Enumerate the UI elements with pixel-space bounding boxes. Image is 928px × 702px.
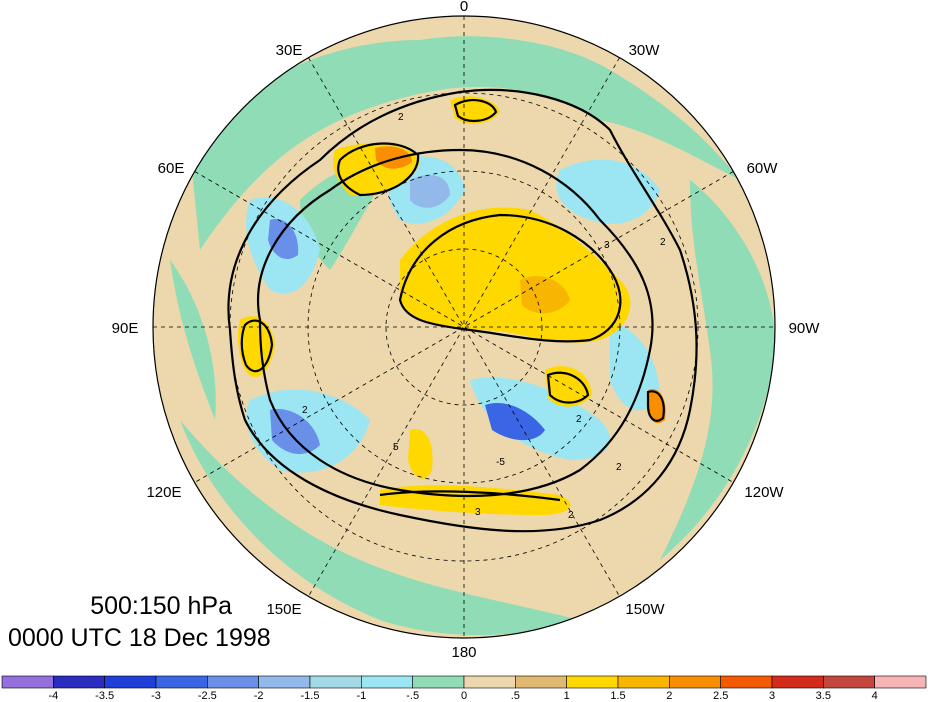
colorbar-swatch <box>566 675 619 689</box>
contour-label-group: 2 2 2 2 3 3 2 2 5 -5 <box>302 112 666 521</box>
colorbar-tick-label: -3.5 <box>95 690 114 702</box>
field-green-west <box>170 260 216 420</box>
longitude-labels: 0 30W 60W 90W 120W 150W 180 150E 120E 90… <box>112 0 821 661</box>
lon-label-150e: 150E <box>266 601 301 618</box>
graticule <box>153 16 775 638</box>
colorbar-swatch <box>823 675 875 689</box>
field-green-north <box>190 36 740 250</box>
field-blue-siberia <box>268 219 299 260</box>
colorbar-swatch <box>617 675 670 689</box>
colorbar-tick-label: -2 <box>254 690 264 702</box>
colorbar-swatch <box>309 675 362 689</box>
contour-line <box>546 371 590 404</box>
colorbar-swatch <box>1 675 54 689</box>
contour-line <box>398 213 622 343</box>
contour-label: 2 <box>568 510 574 521</box>
colorbar-swatch <box>412 675 465 689</box>
colorbar-swatch <box>361 675 413 689</box>
colorbar-swatch <box>771 675 824 689</box>
colorbar-tick-label: 3.5 <box>816 690 831 702</box>
colorbar-tick-label: .5 <box>511 690 520 702</box>
field-yellow-eastasia <box>237 316 275 377</box>
contour-line <box>337 142 420 197</box>
lon-label-120w: 120W <box>744 484 784 501</box>
contour-label: 2 <box>616 462 622 473</box>
contour-line <box>257 148 654 498</box>
colorbar-tick-label: -1.5 <box>301 690 320 702</box>
contour-label: 2 <box>302 405 308 416</box>
colorbar: -4 -3.5 -3 -2.5 -2 -1.5 -1 -.5 0 .5 1 1.5 2 2.5 3 3.5 4 <box>1 675 927 702</box>
contour-line <box>453 98 498 122</box>
colorbar-tick-label: 2.5 <box>713 690 728 702</box>
lon-label-180: 180 <box>451 644 476 661</box>
contour-label: 5 <box>393 442 399 453</box>
contour-label: 2 <box>398 112 404 123</box>
time-label: 0000 UTC 18 Dec 1998 <box>8 624 271 652</box>
colorbar-tick-label: -4 <box>48 690 58 702</box>
colorbar-swatch <box>207 675 259 689</box>
colorbar-swatch <box>155 675 208 689</box>
colorbar-tick-label: -.5 <box>406 690 419 702</box>
field-green-east <box>660 180 775 560</box>
lon-label-90w: 90W <box>789 320 821 337</box>
colorbar-swatch <box>53 675 105 689</box>
colorbar-tick-label: 0 <box>461 690 467 702</box>
contour-label: 2 <box>660 237 666 248</box>
colorbar-tick-label: 3 <box>769 690 775 702</box>
field-cyan-canada <box>610 320 660 411</box>
contour-line <box>240 319 274 373</box>
lon-label-30w: 30W <box>629 42 661 59</box>
field-yellow-bering <box>408 429 433 479</box>
map-boundary <box>152 15 776 639</box>
colorbar-tick-label: -1 <box>356 690 366 702</box>
lon-label-60e: 60E <box>158 160 185 177</box>
lon-label-60w: 60W <box>747 160 779 177</box>
colorbar-swatch <box>463 675 516 689</box>
contours <box>227 88 698 533</box>
field-cyan-atlantic <box>556 159 660 224</box>
contour-line <box>379 490 561 502</box>
latitude-circle <box>385 248 543 406</box>
field-blue-pacific <box>270 409 320 455</box>
colorbar-tick-label: 1 <box>564 690 570 702</box>
contour-line <box>646 390 665 422</box>
lon-label-150w: 150W <box>625 601 665 618</box>
colorbar-swatch <box>515 675 567 689</box>
colorbar-tick-label: -3 <box>151 690 161 702</box>
colorbar-swatch <box>874 675 927 689</box>
colorbar-swatch <box>104 675 157 689</box>
field-green-south <box>180 420 580 635</box>
lon-label-90e: 90E <box>112 320 139 337</box>
field-yellow-arctic <box>400 207 631 343</box>
level-label: 500:150 hPa <box>90 592 232 620</box>
colorbar-tick-label: 2 <box>666 690 672 702</box>
contour-label: -5 <box>496 457 505 468</box>
lon-label-0: 0 <box>460 0 468 15</box>
lon-label-120e: 120E <box>146 484 181 501</box>
colorbar-tick-label: 1.5 <box>610 690 625 702</box>
contour-line <box>227 88 698 533</box>
contour-label: 3 <box>604 240 610 251</box>
lon-label-30e: 30E <box>276 42 303 59</box>
contour-label: 3 <box>475 507 481 518</box>
colorbar-swatch <box>669 675 721 689</box>
field-yellow-hudson <box>545 366 592 407</box>
contour-label: 2 <box>576 414 582 425</box>
field-blue-alaska <box>485 402 545 441</box>
colorbar-tick-label: -2.5 <box>198 690 217 702</box>
colorbar-swatch <box>720 675 773 689</box>
colorbar-swatch <box>258 675 311 689</box>
colorbar-tick-label: 4 <box>872 690 878 702</box>
field-blue-scandinavia <box>410 175 450 208</box>
field-orange-greenland <box>520 276 570 314</box>
